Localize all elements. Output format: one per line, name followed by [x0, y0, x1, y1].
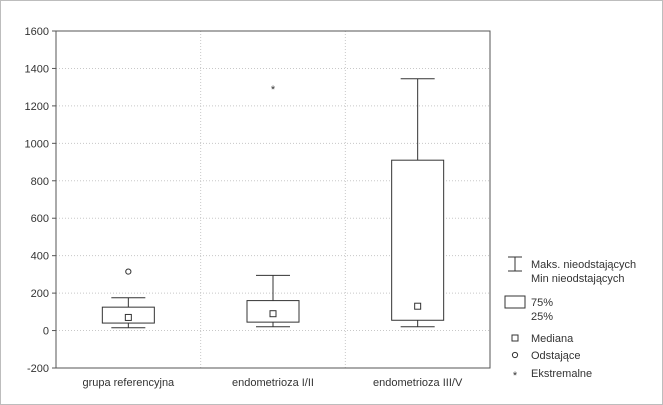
- legend-box-high-label: 75%: [531, 297, 553, 309]
- y-tick-label: 400: [31, 251, 49, 263]
- y-tick-label: 600: [31, 213, 49, 225]
- y-tick-label: 1200: [25, 101, 49, 113]
- x-tick-label: grupa referencyjna: [82, 377, 175, 389]
- y-tick-label: 1000: [25, 138, 49, 150]
- legend-outlier-label: Odstające: [531, 350, 581, 362]
- legend-median-label: Mediana: [531, 333, 574, 345]
- median-marker: [414, 302, 422, 310]
- x-tick-label: endometrioza III/V: [373, 377, 463, 389]
- y-tick-label: -200: [27, 363, 49, 375]
- legend-whisker-max-label: Maks. nieodstających: [531, 259, 636, 271]
- outlier-marker: [125, 268, 132, 275]
- legend-box-low-label: 25%: [531, 311, 553, 323]
- plot-frame: [55, 30, 491, 369]
- legend-whisker-min-label: Min nieodstających: [531, 273, 625, 285]
- y-tick-label: 200: [31, 288, 49, 300]
- extreme-marker: *: [271, 84, 276, 96]
- y-tick-label: 800: [31, 176, 49, 188]
- legend-median-symbol: [511, 334, 519, 342]
- median-marker: [269, 310, 277, 318]
- iqr-box: [391, 159, 445, 321]
- legend-outlier-symbol: [511, 351, 519, 359]
- y-tick-label: 0: [43, 326, 49, 338]
- legend-extreme-symbol: *: [513, 370, 518, 382]
- median-marker: [124, 313, 132, 321]
- legend-extreme-label: Ekstremalne: [531, 368, 592, 380]
- legend-box-symbol: [504, 295, 526, 309]
- y-tick-label: 1400: [25, 63, 49, 75]
- x-tick-label: endometrioza I/II: [232, 377, 314, 389]
- y-tick-label: 1600: [25, 26, 49, 38]
